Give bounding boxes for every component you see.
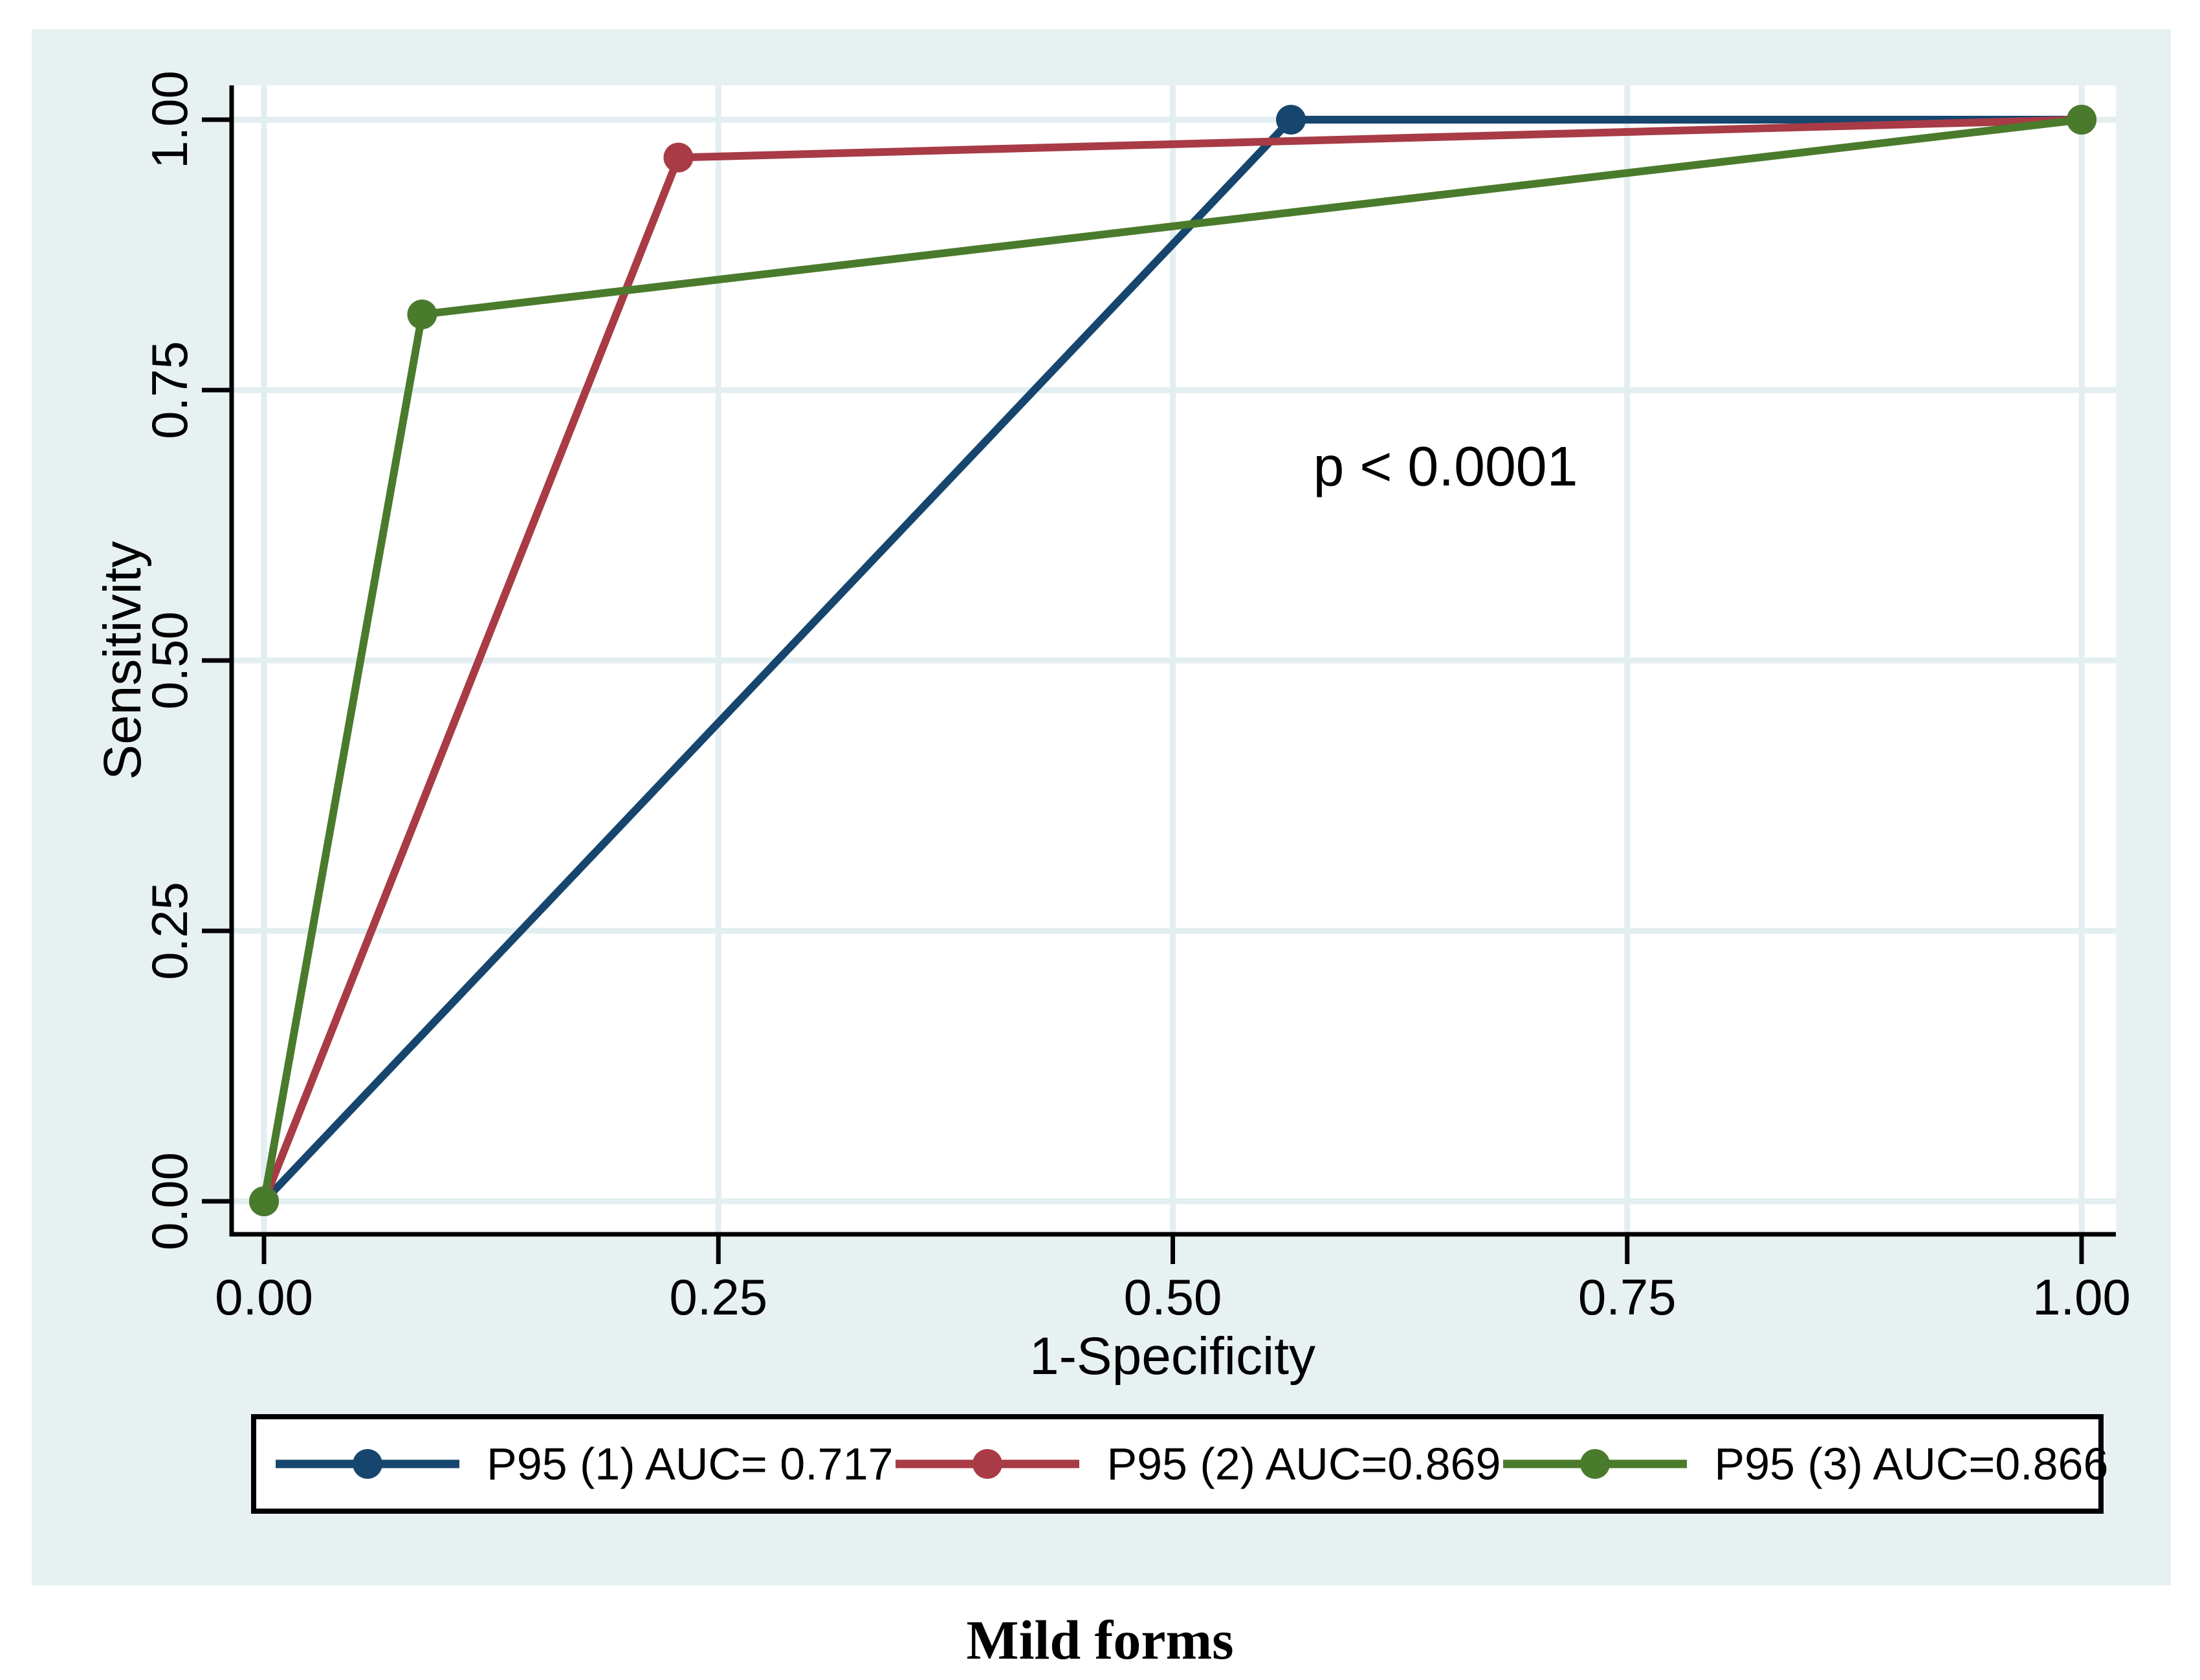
y-axis-title: Sensitivity <box>93 541 152 780</box>
legend-entry-2: P95 (2) AUC=0.869 <box>893 1438 1501 1490</box>
x-tick-label-0.00: 0.00 <box>215 1269 313 1325</box>
x-tick-label-0.25: 0.25 <box>669 1269 768 1325</box>
legend-box: P95 (1) AUC= 0.717 P95 (2) AUC=0.869 P95 (… <box>251 1414 2108 1514</box>
y-tick-label-1.00: 1.00 <box>141 71 198 169</box>
x-tick-label-0.50: 0.50 <box>1123 1269 1222 1325</box>
figure-caption: Mild forms <box>966 1609 1234 1671</box>
legend-key-line-icon <box>1503 1449 1688 1479</box>
roc-marker-series-1 <box>1276 105 1306 135</box>
roc-marker-series-3 <box>249 1186 279 1216</box>
p-value-annotation: p < 0.0001 <box>1313 435 1578 498</box>
legend-key-line-icon <box>276 1449 459 1479</box>
y-tick-label-0.75: 0.75 <box>141 341 198 439</box>
legend-label-3: P95 (3) AUC=0.866 <box>1714 1439 2109 1489</box>
y-tick-label-0.25: 0.25 <box>141 882 198 980</box>
legend-label-2: P95 (2) AUC=0.869 <box>1106 1439 1501 1489</box>
roc-marker-series-3 <box>2067 105 2096 135</box>
legend-entry-1: P95 (1) AUC= 0.717 <box>273 1438 893 1490</box>
roc-marker-series-2 <box>663 142 694 173</box>
x-tick-label-0.75: 0.75 <box>1578 1269 1677 1325</box>
legend-label-1: P95 (1) AUC= 0.717 <box>487 1439 894 1489</box>
x-axis-title: 1-Specificity <box>1029 1327 1316 1386</box>
x-tick-label-1.00: 1.00 <box>2032 1269 2131 1325</box>
y-tick-label-0.00: 0.00 <box>141 1152 198 1250</box>
roc-marker-series-3 <box>407 299 437 329</box>
legend-entry-3: P95 (3) AUC=0.866 <box>1501 1438 2108 1490</box>
legend-key-line-icon <box>896 1449 1080 1479</box>
